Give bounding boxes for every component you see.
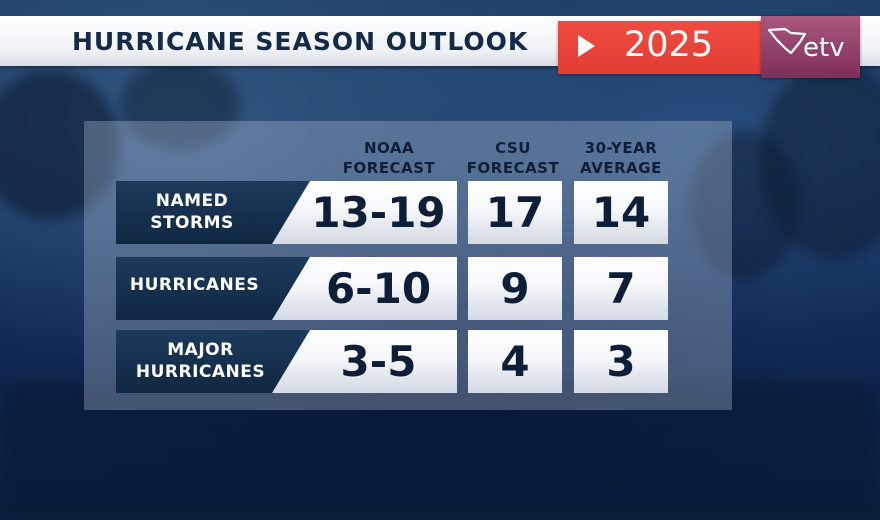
year-label: 2025 bbox=[624, 25, 714, 65]
logo-text: etv bbox=[803, 33, 845, 63]
average-value-cell bbox=[574, 181, 668, 244]
column-header-noaa: NOAA FORECAST bbox=[342, 139, 436, 177]
row-label-text: NAMED STORMS bbox=[150, 191, 234, 233]
csu-value: 9 bbox=[500, 264, 530, 313]
average-value-cell bbox=[574, 330, 668, 393]
row-label-text: MAJOR HURRICANES bbox=[135, 340, 266, 382]
column-header-average: 30-YEAR AVERAGE bbox=[580, 139, 662, 177]
row-label-text: HURRICANES bbox=[129, 275, 260, 295]
csu-value: 17 bbox=[485, 188, 545, 237]
average-value: 7 bbox=[606, 264, 636, 313]
south-carolina-state-icon bbox=[767, 27, 807, 55]
csu-value-cell bbox=[468, 330, 562, 393]
average-value-cell bbox=[574, 257, 668, 320]
background-foliage bbox=[0, 70, 120, 220]
column-header-csu: CSU FORECAST bbox=[466, 139, 560, 177]
background-foliage bbox=[760, 60, 880, 260]
play-triangle-icon bbox=[578, 35, 595, 57]
background-foliage bbox=[120, 60, 240, 150]
etv-logo bbox=[761, 16, 860, 78]
noaa-value: 6-10 bbox=[325, 264, 432, 313]
storm-background bbox=[0, 0, 880, 501]
background-foliage bbox=[690, 130, 800, 280]
average-value: 3 bbox=[606, 337, 636, 386]
csu-value-cell bbox=[468, 257, 562, 320]
page-title: HURRICANE SEASON OUTLOOK bbox=[72, 27, 529, 56]
csu-value-cell bbox=[468, 181, 562, 244]
csu-value: 4 bbox=[500, 337, 530, 386]
noaa-value: 3-5 bbox=[340, 337, 417, 386]
average-value: 14 bbox=[591, 188, 651, 237]
noaa-value: 13-19 bbox=[311, 188, 446, 237]
background-ground bbox=[0, 380, 880, 520]
